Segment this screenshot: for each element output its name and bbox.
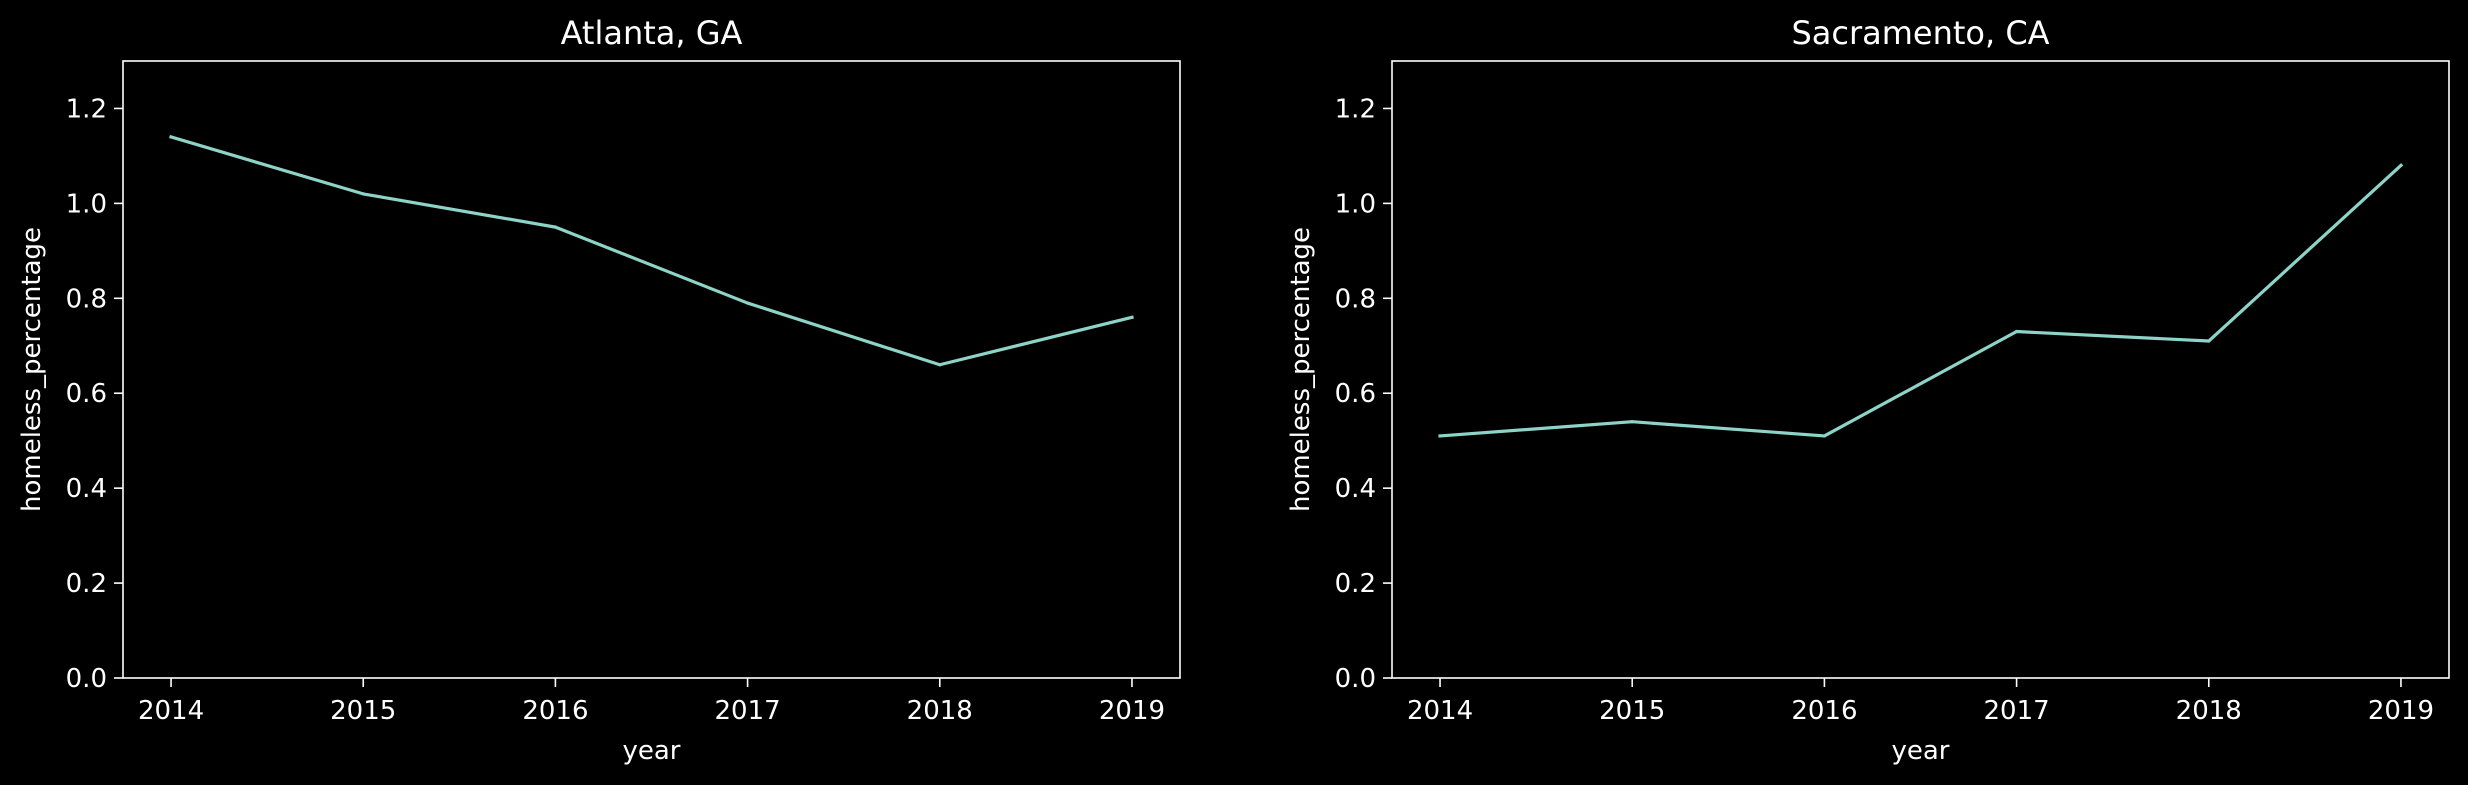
data-point [553, 225, 558, 229]
x-tick-label: 2016 [522, 696, 588, 726]
y-tick-label: 1.0 [1335, 189, 1376, 219]
y-tick-label: 0.6 [1335, 379, 1376, 409]
y-tick-label: 0.8 [66, 284, 107, 314]
y-tick-label: 0.4 [1335, 474, 1376, 504]
chart-title: Atlanta, GA [561, 14, 743, 52]
data-point [1130, 315, 1134, 319]
x-tick-label: 2017 [715, 696, 781, 726]
data-point [361, 192, 365, 196]
data-point [2014, 329, 2019, 334]
y-tick-label: 0.6 [66, 379, 107, 409]
x-tick-label: 2018 [2176, 696, 2242, 726]
data-point [745, 301, 750, 305]
series-line [169, 134, 1134, 367]
series-line [1438, 163, 2404, 438]
axes-frame [122, 60, 1181, 679]
y-tick-label: 0.8 [1335, 284, 1376, 314]
y-tick-label: 0.0 [1335, 664, 1376, 694]
x-axis-label: year [1891, 736, 1949, 766]
x-tick-label: 2017 [1984, 696, 2050, 726]
chart-panels: Atlanta, GA 0.0 0.2 0.4 0.6 0.8 1.0 1.2 2014 2015… [17, 14, 2450, 766]
data-point [1630, 420, 1634, 424]
chart-2: Sacramento, CA 0.0 0.2 0.4 0.6 0.8 1.0 1.2 2014 2… [1286, 14, 2450, 766]
y-tick-label: 1.2 [66, 94, 107, 124]
chart-title: Sacramento, CA [1791, 14, 2049, 52]
axes-frame [1391, 60, 2450, 679]
data-point [1438, 434, 1442, 438]
y-tick-label: 1.2 [1335, 94, 1376, 124]
y-tick-label: 0.2 [66, 569, 107, 599]
y-axis-label: homeless_percentage [1286, 227, 1316, 512]
x-tick-label: 2016 [1791, 696, 1857, 726]
x-tick-label: 2018 [907, 696, 973, 726]
data-point [2399, 163, 2403, 168]
y-tick-label: 1.0 [66, 189, 107, 219]
y-axis-label: homeless_percentage [17, 227, 47, 512]
y-tick-label: 0.4 [66, 474, 107, 504]
x-tick-label: 2019 [2368, 696, 2434, 726]
x-tick-label: 2014 [1407, 696, 1473, 726]
x-tick-label: 2015 [1599, 696, 1665, 726]
x-tick-label: 2019 [1099, 696, 1165, 726]
x-tick-label: 2014 [138, 696, 204, 726]
data-point [938, 363, 942, 367]
data-point [169, 135, 173, 139]
data-point [2207, 339, 2211, 343]
chart-1: Atlanta, GA 0.0 0.2 0.4 0.6 0.8 1.0 1.2 2014 2015… [17, 14, 1181, 766]
y-tick-label: 0.0 [66, 664, 107, 694]
x-axis-label: year [622, 736, 680, 766]
data-point [1822, 434, 1827, 438]
y-tick-label: 0.2 [1335, 569, 1376, 599]
x-tick-label: 2015 [330, 696, 396, 726]
